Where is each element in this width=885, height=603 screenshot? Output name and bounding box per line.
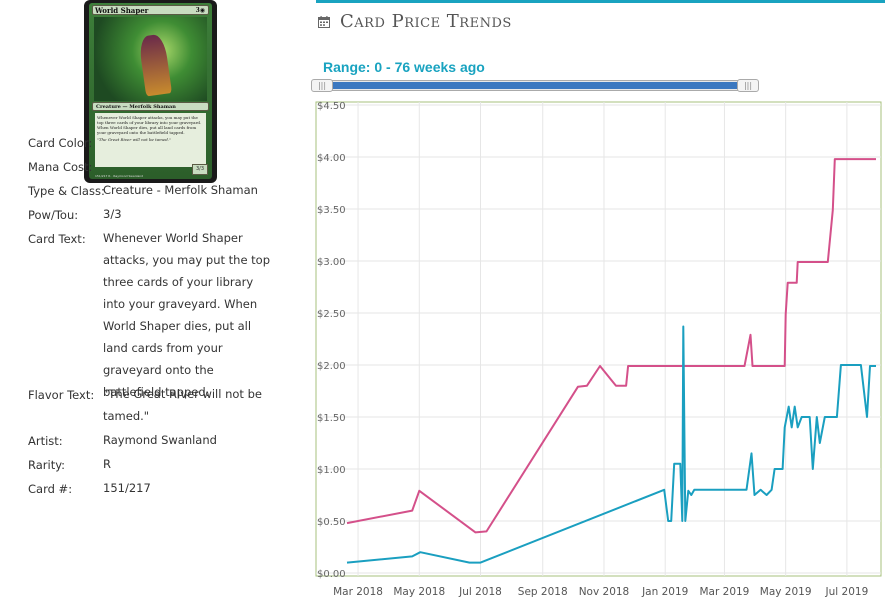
y-axis: $0.00 $0.50 $1.00 $1.50 $2.00 $2.50 $3.00 $3.50… — [317, 101, 346, 580]
detail-label: Card Color: — [28, 136, 93, 150]
detail-label: Type & Class: — [28, 184, 105, 198]
card-textbox: Whenever World Shaper attacks, you may p… — [95, 113, 206, 167]
range-slider-handle-end[interactable]: ||| — [737, 79, 759, 92]
header-accent-line — [316, 0, 885, 3]
x-tick-label: Sep 2018 — [518, 586, 568, 598]
detail-value: Raymond Swanland — [103, 433, 217, 447]
card-art — [94, 17, 207, 101]
x-axis: Mar 2018 May 2018 Jul 2018 Sep 2018 Nov 2018… — [333, 586, 868, 598]
x-tick-label: Nov 2018 — [579, 586, 630, 598]
range-slider-handle-start[interactable]: ||| — [311, 79, 333, 92]
card-frame: World Shaper 3◉ Creature — Merfolk Shama… — [89, 3, 212, 179]
chart-series — [346, 158, 876, 564]
y-tick-label: $4.50 — [317, 101, 346, 112]
x-tick-label: May 2018 — [393, 586, 445, 598]
range-slider-fill — [321, 82, 749, 89]
detail-value: 3/3 — [103, 207, 122, 221]
series-line-1 — [346, 158, 876, 534]
y-tick-label: $0.00 — [317, 569, 346, 580]
page-title: Card Price Trends — [340, 11, 512, 32]
card-power-toughness: 3/3 — [192, 164, 208, 175]
detail-value: Creature - Merfolk Shaman — [103, 183, 258, 197]
x-tick-label: Jul 2018 — [458, 586, 502, 598]
detail-label: Artist: — [28, 434, 63, 448]
detail-label: Card #: — [28, 482, 73, 496]
x-tick-label: May 2019 — [760, 586, 812, 598]
y-tick-label: $3.00 — [317, 257, 346, 268]
card-type-line: Creature — Merfolk Shaman — [92, 102, 209, 111]
detail-value: 151/217 — [103, 481, 151, 495]
range-slider[interactable]: ||| ||| — [311, 79, 759, 92]
x-tick-label: Mar 2019 — [699, 586, 749, 598]
detail-label: Mana Cost: — [28, 160, 93, 174]
plot-area-frame — [315, 101, 882, 577]
x-tick-label: Mar 2018 — [333, 586, 383, 598]
series-line-2 — [346, 325, 876, 564]
y-tick-label: $1.00 — [317, 465, 346, 476]
card-flavor-text: "The Great River will not be tamed." — [97, 137, 171, 142]
detail-label: Card Text: — [28, 232, 86, 246]
detail-label: Rarity: — [28, 458, 66, 472]
y-tick-label: $1.50 — [317, 413, 346, 424]
detail-value: Whenever World Shaper attacks, you may p… — [103, 231, 271, 399]
y-tick-label: $2.50 — [317, 309, 346, 320]
detail-value: "The Great River will not be tamed." — [103, 387, 262, 423]
card-rules-text: Whenever World Shaper attacks, you may p… — [97, 115, 202, 135]
y-tick-label: $2.00 — [317, 361, 346, 372]
calendar-icon — [318, 16, 330, 28]
y-tick-label: $0.50 — [317, 517, 346, 528]
card-name: World Shaper — [95, 6, 149, 15]
detail-label: Flavor Text: — [28, 388, 95, 402]
y-tick-label: $4.00 — [317, 153, 346, 164]
range-label: Range: 0 - 76 weeks ago — [323, 59, 485, 75]
card-footer: 151/217 R · Raymond Swanland — [95, 174, 144, 178]
card-image: World Shaper 3◉ Creature — Merfolk Shama… — [84, 0, 217, 183]
detail-label: Pow/Tou: — [28, 208, 79, 222]
detail-value: R — [103, 457, 111, 471]
x-tick-label: Jan 2019 — [641, 586, 688, 598]
card-name-bar: World Shaper 3◉ — [92, 5, 209, 15]
card-mana-icon: 3◉ — [195, 7, 205, 14]
y-tick-label: $3.50 — [317, 205, 346, 216]
x-tick-label: Jul 2019 — [825, 586, 869, 598]
